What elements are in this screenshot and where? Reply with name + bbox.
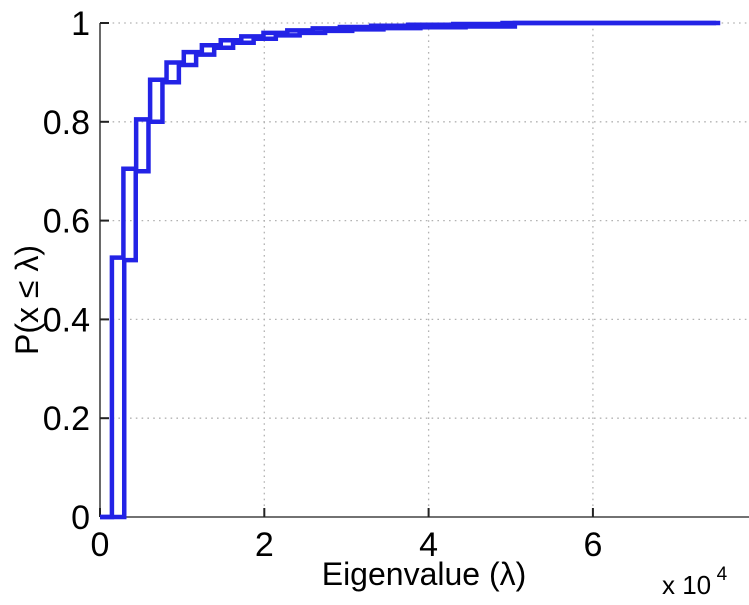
x-tick-label-2: 2 [255,526,274,564]
x-axis-scale-multiplier: x 10 4 [662,564,728,600]
x-tick-label-4: 4 [419,526,438,564]
x-axis-label: Eigenvalue (λ) [322,556,527,592]
x-tick-label-0: 0 [91,526,110,564]
ecdf-curve-1-path [100,20,717,520]
cdf-curves [100,20,721,520]
x-tick-labels: 0 2 4 6 [91,526,603,564]
multiplier-exponent: 4 [717,564,728,585]
y-tick-label-1: 1 [71,5,90,43]
y-tick-label-0.2: 0.2 [43,400,90,438]
y-tick-label-0.8: 0.8 [43,104,90,142]
y-tick-label-0.4: 0.4 [43,301,90,339]
axes [99,23,749,518]
gridlines [101,22,749,517]
y-axis-label: P(x ≤ λ) [9,245,45,355]
x-tick-label-6: 6 [583,526,602,564]
y-tick-label-0.6: 0.6 [43,203,90,241]
y-tick-label-0: 0 [71,499,90,537]
multiplier-base: x 10 [662,570,711,600]
ecdf-curve-2-path [100,20,721,520]
tick-marks [99,22,594,518]
y-tick-labels: 0 0.2 0.4 0.6 0.8 1 [43,5,90,537]
